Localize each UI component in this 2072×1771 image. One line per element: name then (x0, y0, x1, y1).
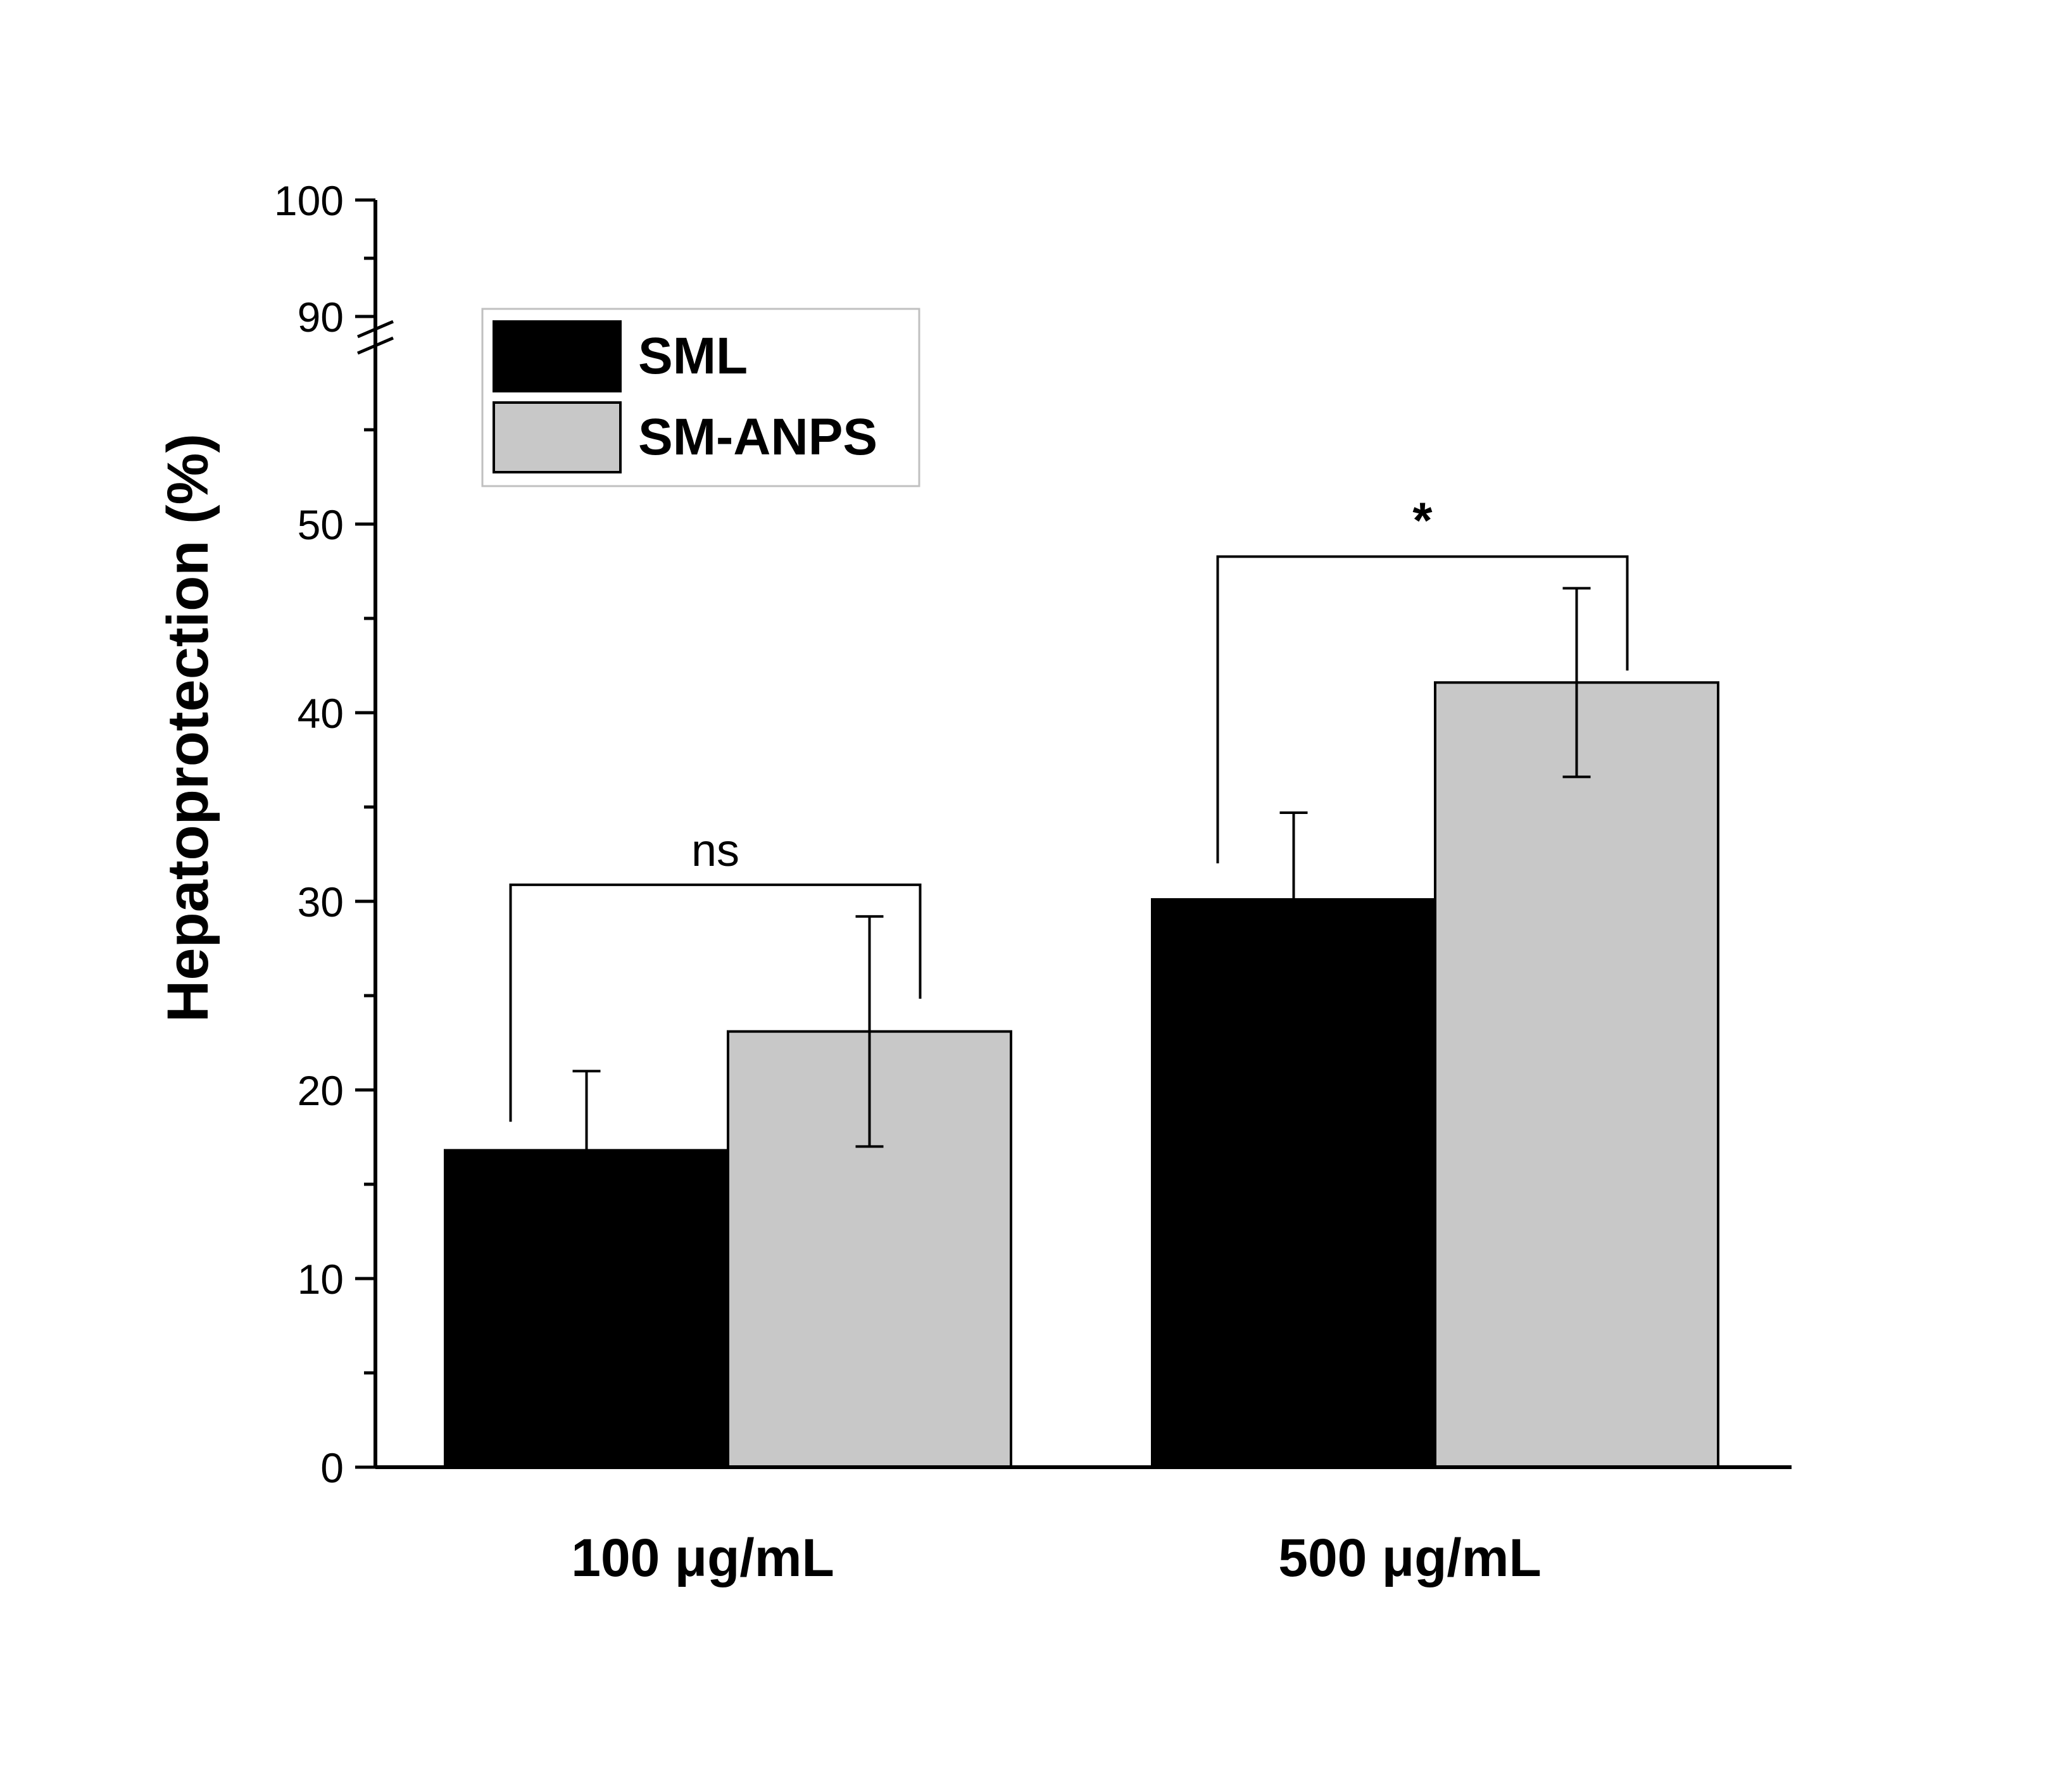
legend-swatch-sm-anps (493, 401, 622, 473)
legend-swatch-sml (493, 320, 622, 392)
significance-label-0: ns (691, 825, 739, 876)
y-tick-label: 50 (298, 501, 344, 548)
y-axis-title: Hepatoprotection (%) (156, 434, 220, 1022)
y-tick-label: 10 (298, 1256, 344, 1303)
y-tick-label-upper: 90 (298, 294, 344, 341)
axis-break-mark-upper (357, 320, 394, 339)
significance-bracket-1 (1216, 555, 1629, 863)
y-tick-label-upper: 100 (274, 177, 344, 224)
y-tick-label: 30 (298, 879, 344, 925)
legend: SML SM-ANPS (481, 308, 920, 487)
legend-label: SML (638, 327, 748, 385)
bar-sml-0 (444, 1149, 729, 1468)
x-category-label: 100 μg/mL (571, 1528, 834, 1587)
y-tick-label: 0 (320, 1444, 344, 1491)
significance-layer: ns * (509, 492, 1629, 1122)
y-tick-label: 40 (298, 690, 344, 737)
error-bars-layer (572, 587, 1591, 1151)
axes-layer: 0 10 20 30 40 50 90 100 Hepatoprotection (%) 100 … (156, 177, 1792, 1587)
axis-break-mark-lower (357, 336, 394, 355)
x-category-label: 500 μg/mL (1278, 1528, 1541, 1587)
significance-bracket-0 (509, 883, 922, 1122)
y-tick-label: 20 (298, 1067, 344, 1114)
bar-sml-1 (1151, 898, 1436, 1468)
significance-label-1: * (1412, 492, 1433, 548)
bars-layer (444, 681, 1719, 1468)
bar-sm-anps-1 (1434, 681, 1719, 1468)
legend-label: SM-ANPS (638, 408, 877, 466)
